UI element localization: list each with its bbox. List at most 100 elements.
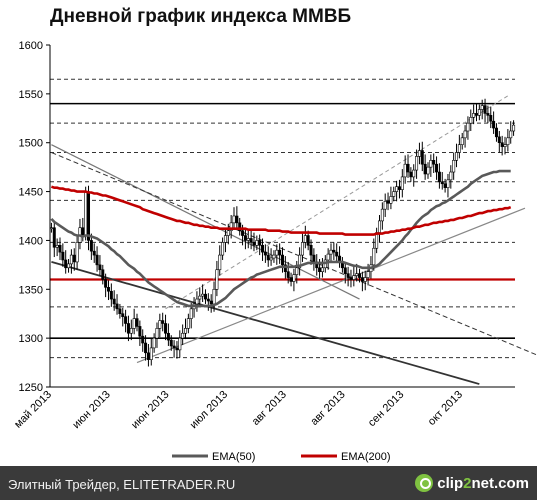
candle-body-68: [243, 235, 247, 241]
candle-body-34: [146, 352, 150, 360]
legend-label-0: EMA(50): [212, 451, 255, 463]
candle-body-48: [186, 318, 190, 329]
candles: [49, 98, 516, 367]
candle-body-61: [223, 235, 227, 243]
legend-label-1: EMA(200): [341, 451, 391, 463]
x-tick-label-6: сен 2013: [366, 389, 406, 429]
y-tick-label-4: 1450: [19, 187, 43, 199]
candle-body-66: [238, 222, 242, 231]
candle-body-123: [400, 176, 404, 190]
candle-body-15: [92, 250, 96, 256]
clip2net-logo-text: clip2net.com: [437, 474, 529, 492]
candle-body-113: [372, 247, 376, 266]
candle-body-5: [64, 259, 68, 269]
candle-body-90: [306, 235, 310, 246]
candle-body-152: [483, 105, 487, 114]
candle-body-44: [175, 347, 179, 351]
candle-body-161: [509, 130, 513, 139]
candle-body-58: [215, 269, 219, 290]
candle-body-125: [406, 163, 410, 173]
candle-body-95: [320, 267, 324, 272]
candle-body-24: [118, 308, 122, 315]
candle-body-8: [72, 254, 76, 263]
candle-body-39: [161, 320, 165, 324]
candle-body-36: [152, 337, 156, 349]
footer-bar: Элитный Трейдер, ELITETRADER.RU clip2net…: [0, 466, 537, 500]
candle-body-57: [212, 288, 216, 305]
trend-line-3: [136, 207, 526, 364]
ema50-line: [50, 169, 511, 308]
x-tick-label-4: авг 2013: [250, 389, 289, 428]
candle-body-106: [352, 275, 356, 280]
candle-body-89: [303, 235, 307, 243]
candle-body-37: [155, 328, 159, 339]
candle-body-69: [246, 238, 250, 241]
candle-body-131: [423, 163, 427, 175]
candle-body-13: [87, 191, 91, 241]
candle-body-128: [415, 156, 419, 171]
candle-body-136: [437, 171, 441, 183]
candle-body-43: [172, 345, 176, 349]
candle-body-134: [432, 160, 436, 165]
candle-body-30: [135, 318, 139, 327]
candle-body-20: [106, 287, 110, 292]
trend-line-2: [51, 152, 537, 356]
candle-body-141: [452, 160, 456, 173]
candle-body-11: [81, 227, 85, 236]
candle-body-42: [169, 339, 173, 347]
candle-body-53: [201, 293, 205, 297]
candle-body-148: [472, 113, 476, 118]
candle-body-27: [126, 323, 130, 334]
candle-body-83: [286, 271, 290, 278]
candle-body-1: [52, 227, 56, 248]
candle-body-115: [377, 220, 381, 233]
candle-body-107: [355, 273, 359, 276]
y-axis-ticks: 1250 1300 1350 1400 1450 1500 1550 1600: [19, 40, 50, 394]
trend-lines: [51, 95, 537, 385]
candle-body-138: [443, 183, 447, 188]
candle-body-45: [178, 337, 182, 351]
candle-body-64: [232, 215, 236, 224]
x-axis-ticks: май 2013 июн 2013 июн 2013 июл 2013 авг 2013…: [12, 389, 465, 432]
candle-body-117: [383, 201, 387, 210]
ema200-line: [50, 185, 512, 236]
candle-body-41: [166, 332, 170, 341]
candle-body-150: [477, 109, 481, 116]
x-tick-label-7: окт 2013: [426, 389, 465, 428]
candle-body-47: [184, 328, 188, 334]
candle-body-142: [455, 152, 459, 161]
candle-body-145: [463, 130, 467, 139]
candle-body-23: [115, 303, 119, 310]
candle-body-31: [138, 326, 142, 337]
candle-body-155: [492, 120, 496, 129]
candle-body-132: [426, 166, 430, 175]
candle-body-17: [98, 264, 102, 271]
candle-body-147: [469, 117, 473, 124]
y-tick-label-3: 1400: [19, 235, 43, 247]
candle-body-135: [435, 163, 439, 173]
candle-body-87: [298, 254, 302, 269]
candle-body-88: [300, 242, 304, 256]
candle-body-29: [132, 318, 136, 329]
candle-body-160: [506, 137, 510, 145]
candle-body-153: [486, 113, 490, 116]
clip2net-logo[interactable]: clip2net.com: [415, 471, 529, 495]
candle-body-126: [409, 171, 413, 178]
candle-body-156: [494, 127, 498, 138]
candle-body-103: [343, 267, 347, 274]
candle-body-111: [366, 271, 370, 278]
candle-body-25: [121, 313, 125, 317]
candle-body-129: [417, 150, 421, 157]
candle-body-91: [309, 245, 313, 256]
candle-body-121: [395, 186, 399, 192]
candle-body-49: [189, 308, 193, 319]
candle-body-154: [489, 115, 493, 122]
candle-body-98: [329, 249, 333, 255]
candle-body-151: [480, 105, 484, 110]
candle-body-19: [104, 279, 108, 288]
chart-title: Дневной график индекса ММВБ: [50, 6, 352, 27]
candle-body-143: [457, 144, 461, 153]
candle-body-79: [275, 249, 279, 256]
candle-body-119: [389, 196, 393, 204]
y-tick-label-6: 1550: [19, 89, 43, 101]
